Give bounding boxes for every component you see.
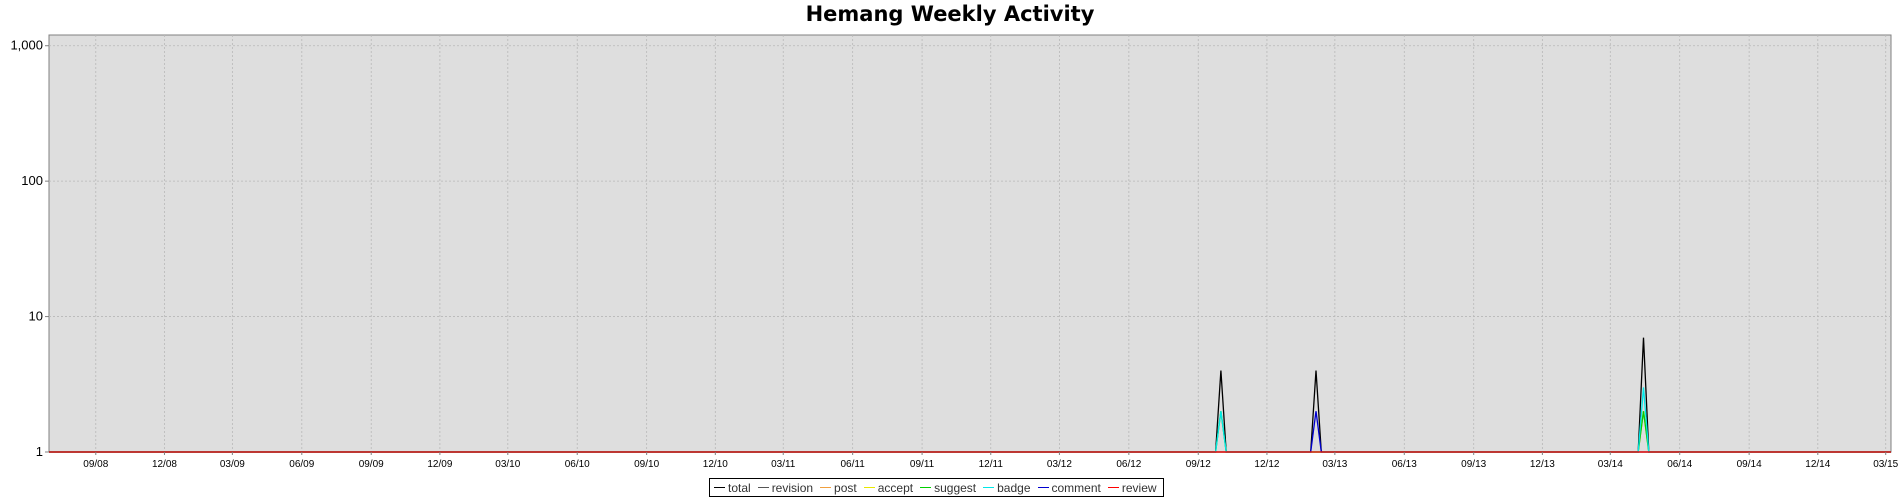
y-tick-label: 10 (29, 309, 43, 324)
legend-item-badge: badge (983, 480, 1031, 495)
x-tick-label: 09/08 (83, 459, 108, 470)
y-tick-label: 1 (36, 444, 43, 459)
series-line-total (49, 337, 1891, 453)
legend-label: badge (997, 480, 1031, 495)
x-tick-label: 03/13 (1322, 459, 1347, 470)
legend-swatch (757, 487, 769, 488)
x-tick-label: 09/10 (634, 459, 659, 470)
x-tick-label: 06/12 (1116, 459, 1141, 470)
legend-swatch (714, 487, 725, 488)
x-tick-label: 09/13 (1461, 459, 1486, 470)
legend-swatch (1037, 487, 1049, 488)
legend-swatch (820, 487, 832, 488)
legend-item-total: total (714, 481, 751, 495)
chart-title: Hemang Weekly Activity (805, 2, 1095, 26)
x-tick-label: 09/14 (1737, 459, 1762, 470)
x-tick-label: 12/13 (1530, 459, 1555, 470)
x-tick-label: 12/14 (1805, 459, 1830, 470)
legend-item-comment: comment (1037, 480, 1101, 495)
legend-item-suggest: suggest (920, 481, 976, 495)
legend-item-revision: revision (757, 480, 814, 495)
x-tick-label: 03/14 (1598, 459, 1623, 470)
legend-item-accept: accept (863, 480, 914, 495)
legend-item-post: post (820, 481, 857, 495)
legend-label: review (1121, 480, 1157, 495)
legend-label: revision (771, 480, 814, 495)
x-tick-label: 03/15 (1873, 459, 1898, 470)
x-tick-label: 12/09 (427, 459, 452, 470)
legend-label: total (728, 480, 751, 495)
legend-label: comment (1051, 480, 1101, 495)
x-tick-label: 09/11 (910, 459, 935, 470)
x-tick-label: 12/08 (152, 459, 177, 470)
legend-swatch (983, 487, 995, 488)
legend-swatch (863, 487, 875, 488)
legend-label: accept (877, 480, 914, 495)
x-tick-label: 03/10 (495, 459, 520, 470)
x-tick-label: 12/10 (703, 459, 728, 470)
y-tick-label: 100 (21, 173, 43, 188)
x-tick-label: 09/09 (359, 459, 384, 470)
legend-swatch (1107, 487, 1119, 488)
x-tick-label: 12/11 (979, 459, 1004, 470)
x-tick-label: 12/12 (1254, 459, 1279, 470)
legend: total revision post accept suggest badge comme… (709, 478, 1164, 497)
x-tick-label: 06/11 (841, 459, 866, 470)
legend-item-review: review (1107, 480, 1157, 495)
x-tick-label: 06/13 (1392, 459, 1417, 470)
x-tick-label: 09/12 (1186, 459, 1211, 470)
plot-area (48, 34, 1892, 453)
legend-label: post (834, 480, 857, 495)
y-tick-label: 1,000 (10, 38, 43, 53)
x-tick-label: 06/09 (289, 459, 314, 470)
x-tick-label: 03/11 (771, 459, 796, 470)
x-tick-label: 03/09 (220, 459, 245, 470)
x-tick-label: 06/14 (1667, 459, 1692, 470)
x-tick-label: 03/12 (1047, 459, 1072, 470)
x-tick-label: 06/10 (565, 459, 590, 470)
legend-swatch (920, 487, 932, 488)
legend-label: suggest (934, 480, 977, 495)
